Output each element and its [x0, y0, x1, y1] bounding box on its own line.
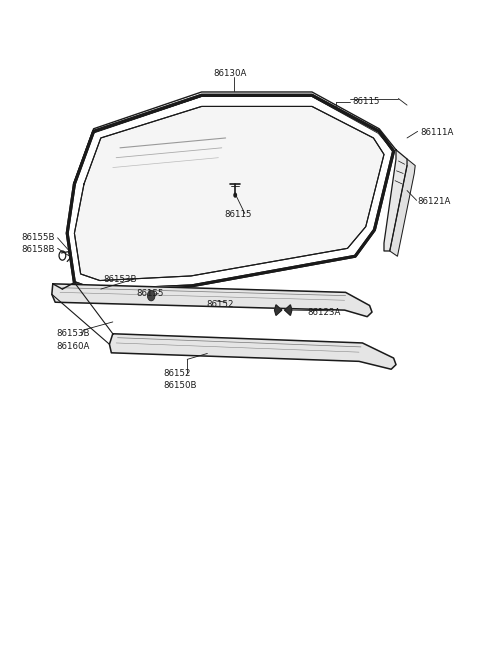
- Polygon shape: [109, 334, 396, 369]
- Text: 86152: 86152: [206, 300, 234, 309]
- Text: 86153B: 86153B: [57, 329, 90, 338]
- Text: 86153B: 86153B: [103, 275, 137, 284]
- Circle shape: [233, 193, 237, 198]
- Polygon shape: [74, 106, 384, 281]
- Polygon shape: [390, 159, 415, 256]
- Polygon shape: [275, 305, 282, 315]
- Polygon shape: [384, 150, 407, 251]
- Text: 86121A: 86121A: [418, 197, 451, 206]
- Text: 86111A: 86111A: [420, 128, 454, 137]
- Polygon shape: [285, 305, 292, 315]
- Text: 86130A: 86130A: [214, 69, 247, 78]
- Text: 86155B: 86155B: [22, 233, 55, 242]
- Text: 86155: 86155: [137, 289, 164, 298]
- Text: 86160A: 86160A: [57, 342, 90, 351]
- Circle shape: [147, 290, 155, 301]
- Text: 86115: 86115: [353, 97, 380, 106]
- Text: 86150B: 86150B: [163, 381, 197, 390]
- Polygon shape: [52, 284, 372, 317]
- Text: 86152: 86152: [163, 369, 191, 378]
- Text: 86115: 86115: [224, 210, 252, 219]
- Text: 86158B: 86158B: [22, 245, 55, 254]
- Text: 86123A: 86123A: [307, 308, 341, 317]
